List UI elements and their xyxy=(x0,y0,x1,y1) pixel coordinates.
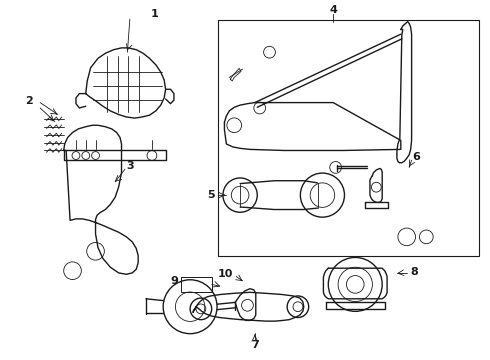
Text: 3: 3 xyxy=(126,161,134,171)
Text: 9: 9 xyxy=(170,276,178,286)
Text: 6: 6 xyxy=(413,152,420,162)
Text: 8: 8 xyxy=(410,267,418,277)
Bar xyxy=(181,277,212,292)
Text: 5: 5 xyxy=(207,190,215,200)
Text: 1: 1 xyxy=(150,9,158,19)
Bar xyxy=(218,20,479,256)
Text: 2: 2 xyxy=(25,96,33,106)
Text: 4: 4 xyxy=(329,5,337,15)
Text: 7: 7 xyxy=(251,340,259,350)
Text: 10: 10 xyxy=(218,269,233,279)
